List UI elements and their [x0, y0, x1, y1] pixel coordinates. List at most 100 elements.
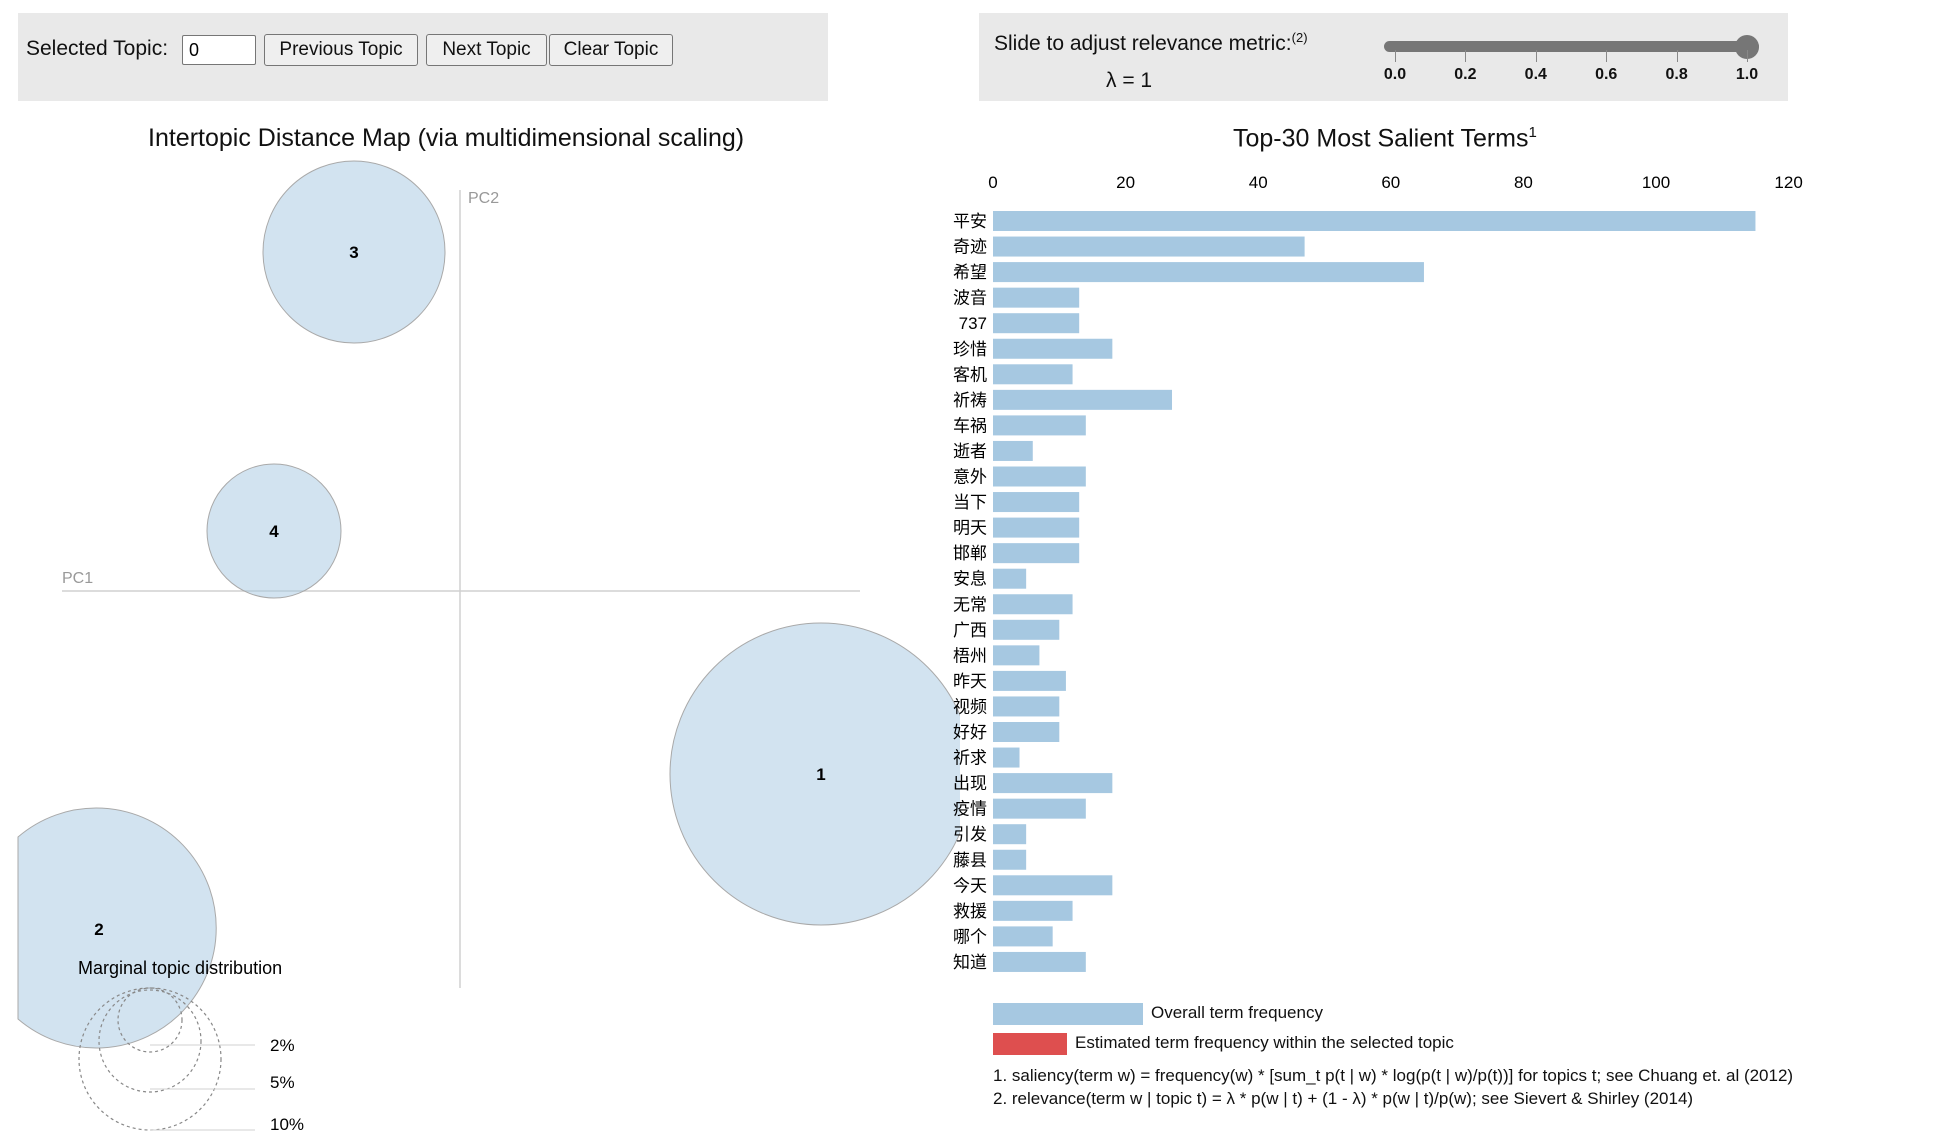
slider-tick-mark	[1535, 50, 1537, 62]
term-bar[interactable]	[993, 773, 1113, 794]
term-label[interactable]: 广西	[953, 621, 987, 640]
term-bar[interactable]	[993, 440, 1033, 461]
pc1-label: PC1	[62, 570, 93, 587]
marginal-label-10pct: 10%	[270, 1115, 304, 1134]
term-label[interactable]: 出现	[953, 774, 987, 793]
term-label[interactable]: 疫情	[953, 800, 987, 819]
x-tick-label: 40	[1249, 173, 1268, 192]
salient-terms-title-text: Top-30 Most Salient Terms	[1233, 124, 1529, 153]
lambda-value: λ = 1	[1106, 69, 1153, 92]
term-label[interactable]: 车祸	[953, 416, 987, 435]
term-label[interactable]: 希望	[953, 263, 987, 282]
term-label[interactable]: 意外	[953, 468, 987, 487]
term-bar[interactable]	[993, 313, 1080, 334]
slider-track[interactable]	[1384, 41, 1759, 52]
clear-topic-button[interactable]: Clear Topic	[549, 34, 673, 66]
term-bar[interactable]	[993, 670, 1066, 691]
selected-topic-label: Selected Topic:	[26, 37, 169, 60]
term-label[interactable]: 明天	[953, 519, 987, 538]
term-label[interactable]: 奇迹	[953, 238, 987, 257]
term-bar[interactable]	[993, 798, 1086, 819]
term-label[interactable]: 藤县	[953, 851, 987, 870]
x-tick-label: 80	[1514, 173, 1533, 192]
term-bar[interactable]	[993, 824, 1027, 845]
term-label[interactable]: 客机	[953, 365, 987, 384]
term-bar[interactable]	[993, 619, 1060, 640]
x-tick-label: 60	[1381, 173, 1400, 192]
slider-tick-label: 0.0	[1383, 66, 1407, 83]
x-tick-label: 0	[988, 173, 997, 192]
term-label[interactable]: 昨天	[953, 672, 987, 691]
term-label[interactable]: 祈祷	[953, 391, 987, 410]
legend-estimated-swatch	[993, 1033, 1067, 1055]
term-label[interactable]: 737	[959, 314, 987, 333]
svg-text:1: 1	[816, 765, 825, 784]
legend-overall-swatch	[993, 1003, 1143, 1025]
term-bar[interactable]	[993, 466, 1086, 487]
term-bar[interactable]	[993, 722, 1060, 742]
footnote-saliency: 1. saliency(term w) = frequency(w) * [su…	[993, 1066, 1794, 1085]
term-label[interactable]: 祈求	[953, 749, 987, 768]
topic-control-panel: Selected Topic: Previous Topic Next Topi…	[18, 13, 828, 101]
term-bar[interactable]	[993, 364, 1073, 385]
term-label[interactable]: 视频	[953, 697, 987, 716]
term-bar[interactable]	[993, 696, 1060, 717]
term-bar[interactable]	[993, 236, 1305, 257]
topic-bubble-4[interactable]: 4	[206, 463, 342, 599]
term-label[interactable]: 无常	[953, 595, 987, 614]
term-bar[interactable]	[993, 543, 1080, 564]
term-label[interactable]: 今天	[953, 876, 987, 895]
term-bar[interactable]	[993, 415, 1086, 436]
selected-topic-input[interactable]	[182, 35, 256, 65]
term-bar[interactable]	[993, 645, 1040, 666]
slider-tick-label: 0.6	[1595, 66, 1618, 83]
term-label[interactable]: 哪个	[953, 927, 987, 946]
term-label[interactable]: 好好	[953, 723, 987, 742]
term-label[interactable]: 逝者	[953, 442, 987, 461]
topic-bubble-2[interactable]: 2	[17, 807, 217, 1049]
term-bar[interactable]	[993, 287, 1080, 308]
previous-topic-button[interactable]: Previous Topic	[264, 34, 418, 66]
slider-tick-mark	[1676, 50, 1678, 62]
term-bar[interactable]	[993, 211, 1756, 231]
term-label[interactable]: 当下	[953, 493, 987, 512]
term-bar[interactable]	[993, 900, 1073, 921]
term-bar[interactable]	[993, 594, 1073, 615]
term-bar[interactable]	[993, 747, 1020, 768]
term-label[interactable]: 救援	[953, 902, 987, 921]
intertopic-map-title: Intertopic Distance Map (via multidimens…	[148, 124, 745, 152]
term-label[interactable]: 邯郸	[953, 544, 987, 563]
footnote-relevance: 2. relevance(term w | topic t) = λ * p(w…	[993, 1089, 1694, 1108]
slider-tick-mark	[1606, 50, 1608, 62]
term-bar[interactable]	[993, 849, 1027, 870]
term-bar[interactable]	[993, 338, 1113, 359]
term-bar[interactable]	[993, 517, 1080, 538]
svg-text:2: 2	[94, 920, 103, 939]
term-label[interactable]: 安息	[953, 570, 987, 589]
relevance-slider-panel: Slide to adjust relevance metric:(2) λ =…	[979, 13, 1788, 101]
term-label[interactable]: 平安	[953, 212, 987, 231]
term-label[interactable]: 梧州	[953, 646, 987, 665]
slider-tick-mark	[1395, 50, 1396, 62]
term-bar[interactable]	[993, 262, 1424, 283]
salient-terms-title-sup: 1	[1528, 124, 1537, 141]
term-label[interactable]: 波音	[953, 289, 987, 308]
slider-tick-label: 0.4	[1524, 66, 1547, 83]
salient-terms-title: Top-30 Most Salient Terms1	[1233, 124, 1537, 153]
topic-bubble-1[interactable]: 1	[669, 622, 960, 926]
term-label[interactable]: 珍惜	[953, 340, 987, 359]
term-bar[interactable]	[993, 951, 1086, 972]
term-bar[interactable]	[993, 875, 1113, 896]
term-label[interactable]: 引发	[953, 825, 987, 844]
term-bar[interactable]	[993, 492, 1080, 513]
term-bar[interactable]	[993, 568, 1027, 589]
term-bar[interactable]	[993, 389, 1173, 410]
slider-tick-label: 0.2	[1454, 66, 1477, 83]
term-bar[interactable]	[993, 926, 1053, 947]
pc2-label: PC2	[468, 190, 499, 207]
slider-tick-mark	[1747, 50, 1748, 62]
term-label[interactable]: 知道	[953, 953, 987, 972]
next-topic-button[interactable]: Next Topic	[426, 34, 547, 66]
topic-bubble-3[interactable]: 3	[262, 160, 446, 344]
